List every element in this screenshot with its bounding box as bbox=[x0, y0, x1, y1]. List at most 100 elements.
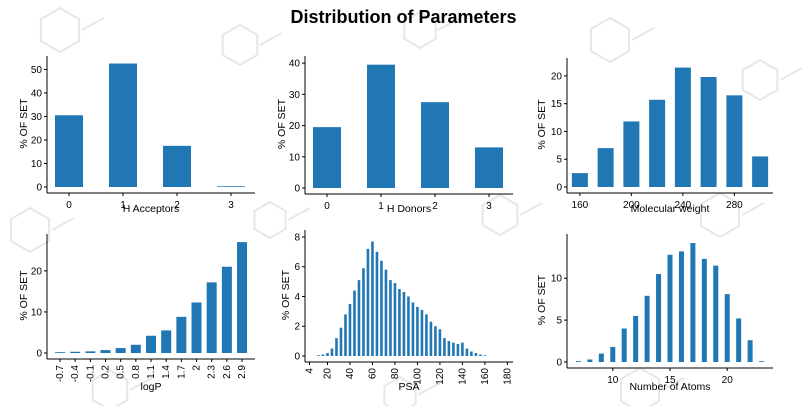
x-tick-label: 0.8 bbox=[131, 365, 142, 379]
x-tick-label: 2 bbox=[432, 201, 438, 212]
bar bbox=[452, 342, 455, 356]
bar bbox=[217, 186, 245, 187]
x-tick-label: 1.1 bbox=[146, 365, 157, 379]
bar bbox=[474, 353, 478, 356]
bar bbox=[146, 335, 157, 353]
bar bbox=[321, 354, 325, 356]
y-tick-label: 0 bbox=[294, 352, 300, 363]
molecule-bond-1 bbox=[259, 32, 283, 46]
x-tick-label: 0.2 bbox=[101, 365, 112, 379]
bar bbox=[85, 351, 96, 353]
bar bbox=[313, 127, 341, 188]
molecule-bond-11 bbox=[661, 377, 685, 391]
bar bbox=[726, 95, 743, 187]
bar bbox=[571, 173, 588, 187]
y-tick-label: 0 bbox=[36, 349, 42, 360]
bar bbox=[587, 359, 593, 362]
x-tick-label: 2 bbox=[174, 200, 180, 211]
x-tick-label: 1.4 bbox=[161, 365, 172, 379]
molecule-ring-2 bbox=[403, 10, 437, 50]
x-tick-label: 20 bbox=[722, 375, 734, 386]
bar bbox=[330, 348, 334, 356]
bar bbox=[335, 338, 338, 356]
molecule-bond-10 bbox=[417, 382, 441, 396]
x-tick-label: 200 bbox=[623, 200, 640, 211]
molecule-ring-11 bbox=[619, 366, 661, 406]
molecule-bond-0 bbox=[81, 17, 105, 31]
bar bbox=[447, 341, 451, 356]
bar bbox=[438, 329, 442, 356]
x-tick-label: -0.4 bbox=[70, 365, 81, 383]
y-tick-label: 10 bbox=[289, 152, 301, 163]
bar bbox=[656, 274, 662, 362]
bar bbox=[115, 348, 126, 353]
bar bbox=[597, 148, 614, 187]
x-tick-label: 100 bbox=[412, 368, 423, 385]
x-axis-label: H Acceptors bbox=[123, 203, 180, 215]
molecule-ring-5 bbox=[9, 206, 51, 254]
bar bbox=[621, 328, 627, 362]
x-tick-label: 2.6 bbox=[222, 365, 233, 379]
x-axis-label: H Donors bbox=[387, 203, 431, 215]
bar bbox=[420, 309, 424, 356]
x-tick-label: 0.5 bbox=[116, 365, 127, 379]
molecule-bond-3 bbox=[631, 27, 655, 41]
bar bbox=[701, 258, 707, 362]
bar bbox=[700, 77, 717, 187]
x-tick-label: 280 bbox=[726, 200, 743, 211]
x-tick-label: 60 bbox=[367, 368, 378, 380]
x-tick-label: 2.9 bbox=[237, 365, 248, 379]
main-title: Distribution of Parameters bbox=[290, 7, 517, 27]
bar bbox=[475, 147, 503, 188]
molecule-ring-1 bbox=[221, 23, 259, 67]
y-tick-label: 2 bbox=[294, 322, 300, 333]
y-axis-label: % OF SET bbox=[18, 98, 30, 149]
y-tick-label: 5 bbox=[556, 155, 562, 166]
molecule-ring-10 bbox=[383, 375, 417, 406]
bar bbox=[109, 63, 137, 187]
x-axis-label: Number of Atoms bbox=[629, 381, 710, 393]
bar bbox=[483, 355, 487, 356]
x-tick-label: 3 bbox=[486, 201, 492, 212]
y-tick-label: 20 bbox=[31, 135, 43, 146]
bar bbox=[456, 344, 460, 356]
y-tick-label: 5 bbox=[556, 316, 562, 327]
x-tick-label: 40 bbox=[345, 368, 356, 380]
x-tick-label: -0.7 bbox=[55, 365, 66, 383]
bar bbox=[398, 289, 401, 356]
y-tick-label: 20 bbox=[551, 71, 563, 82]
bar bbox=[736, 318, 742, 362]
bar bbox=[130, 344, 141, 353]
y-tick-label: 10 bbox=[31, 307, 43, 318]
x-axis-label: logP bbox=[140, 381, 161, 393]
bar bbox=[713, 265, 719, 362]
y-tick-label: 10 bbox=[31, 159, 43, 170]
y-tick-label: 0 bbox=[294, 184, 300, 195]
bar bbox=[667, 254, 673, 362]
bar bbox=[623, 121, 640, 187]
bar bbox=[598, 353, 604, 362]
x-tick-label: 120 bbox=[435, 368, 446, 385]
bar bbox=[206, 282, 217, 353]
molecule-ring-9 bbox=[91, 368, 129, 406]
molecule-bond-2 bbox=[437, 17, 461, 31]
molecule-bond-5 bbox=[51, 217, 75, 231]
bar bbox=[221, 266, 232, 353]
x-tick-label: 160 bbox=[572, 200, 589, 211]
bar bbox=[465, 348, 469, 356]
bar bbox=[393, 283, 397, 356]
x-tick-label: 80 bbox=[390, 368, 401, 380]
y-tick-label: 6 bbox=[294, 262, 300, 273]
molecule-bond-4 bbox=[779, 67, 803, 81]
bar bbox=[371, 241, 374, 356]
y-tick-label: 0 bbox=[556, 183, 562, 194]
molecule-ring-8 bbox=[699, 191, 741, 239]
bar bbox=[402, 292, 406, 356]
molecule-ring-0 bbox=[39, 6, 81, 54]
bar bbox=[100, 350, 111, 354]
y-tick-label: 0 bbox=[36, 183, 42, 194]
bar bbox=[610, 346, 616, 362]
